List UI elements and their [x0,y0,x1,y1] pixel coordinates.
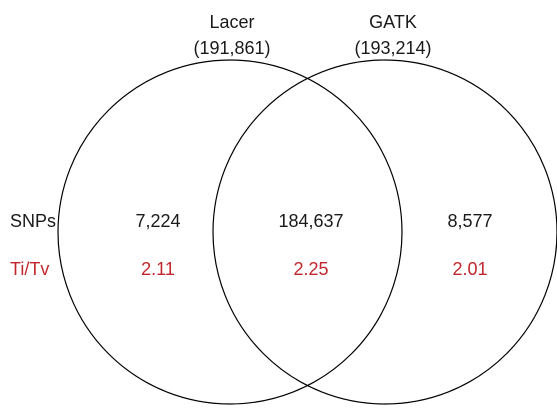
titv-lacer-only: 2.11 [141,259,175,279]
titv-intersection: 2.25 [293,259,328,279]
snps-lacer-only: 7,224 [135,211,180,231]
lacer-circle [57,59,403,405]
lacer-set-name: Lacer [209,12,254,32]
gatk-circle [212,59,557,405]
snps-row-label: SNPs [10,211,56,231]
gatk-set-total: (193,214) [354,38,431,58]
lacer-set-total: (191,861) [193,38,270,58]
snps-intersection: 184,637 [278,211,343,231]
titv-row-label: Ti/Tv [10,259,49,279]
gatk-set-name: GATK [369,12,417,32]
titv-gatk-only: 2.01 [452,259,487,279]
snps-gatk-only: 8,577 [447,211,492,231]
